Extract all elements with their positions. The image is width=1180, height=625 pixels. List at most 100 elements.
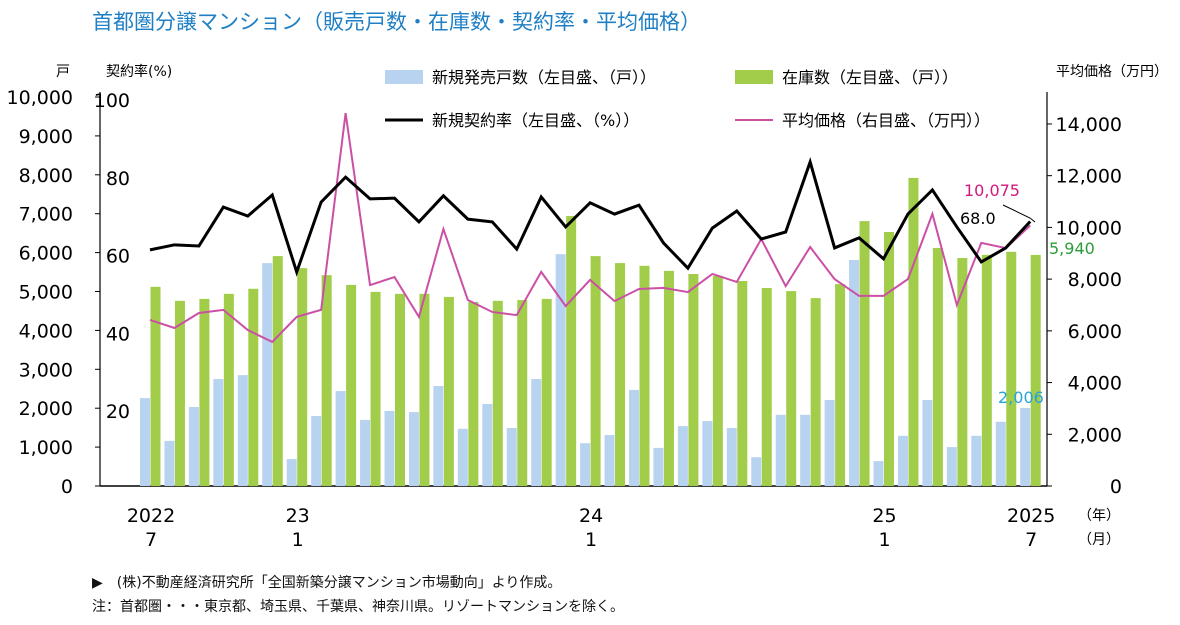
rate-axis-unit: 契約率(%) xyxy=(106,63,172,80)
left-tick-label: 5,000 xyxy=(19,282,73,304)
supply-bar xyxy=(897,435,908,486)
x-tick-year: 23 xyxy=(286,505,310,527)
supply-bar xyxy=(555,254,566,486)
supply-bar xyxy=(849,259,860,486)
left-tick-label: 0 xyxy=(61,476,73,498)
inventory-last-label: 5,940 xyxy=(1049,239,1095,258)
rate-tick-label: 20 xyxy=(106,401,130,423)
inventory-bar xyxy=(859,221,870,486)
supply-bar xyxy=(1020,407,1031,486)
supply-bar xyxy=(824,400,835,486)
inventory-bar xyxy=(541,298,552,486)
inventory-bar xyxy=(688,273,699,486)
supply-bar xyxy=(335,391,346,486)
inventory-bar xyxy=(663,270,674,486)
supply-bar xyxy=(311,415,322,486)
inventory-bar xyxy=(297,268,308,486)
supply-bar xyxy=(580,443,591,486)
contract-rate-line xyxy=(149,156,1032,277)
x-tick-year: 24 xyxy=(579,505,603,527)
supply-bar xyxy=(140,398,150,486)
supply-bar xyxy=(506,428,517,486)
left-tick-label: 10,000 xyxy=(7,87,73,109)
inventory-bar xyxy=(1006,251,1017,486)
supply-bar xyxy=(384,410,395,486)
left-tick-label: 1,000 xyxy=(19,437,73,459)
inventory-bar xyxy=(786,291,797,486)
supply-bar xyxy=(604,435,615,486)
supply-bar xyxy=(482,403,493,486)
x-unit-month: （月） xyxy=(1078,532,1120,548)
inventory-bar xyxy=(395,293,405,486)
right-tick-label: 12,000 xyxy=(1056,166,1122,188)
inventory-bar xyxy=(932,247,943,486)
inventory-bar xyxy=(468,302,479,486)
inventory-bar xyxy=(443,296,454,486)
supply-bar xyxy=(677,426,688,486)
rate-tick-label: 60 xyxy=(106,246,130,268)
inventory-bar xyxy=(810,298,821,486)
left-tick-label: 2,000 xyxy=(19,398,73,420)
x-tick-month: 1 xyxy=(292,529,304,551)
supply-bar xyxy=(408,412,419,486)
supply-bar xyxy=(433,386,444,486)
inventory-bar xyxy=(761,287,772,486)
source-note: ▶ (株)不動産経済研究所「全国新築分譲マンション市場動向」より作成。 xyxy=(92,575,562,591)
x-unit-year: （年） xyxy=(1078,508,1120,524)
supply-bar xyxy=(995,421,1006,486)
supply-bar xyxy=(702,421,713,486)
chart-svg: 0 1,000 2,000 3,000 4,000 5,000 6,000 7,000 8,00… xyxy=(7,63,1168,551)
inventory-bar xyxy=(835,284,846,486)
supply-bar xyxy=(457,428,468,486)
footnote: 注：首都圏・・・東京都、埼玉県、千葉県、神奈川県。リゾートマンションを除く。 xyxy=(92,599,624,615)
x-tick-year: 2025 xyxy=(1007,505,1055,527)
inventory-bar xyxy=(1030,254,1041,486)
supply-bar xyxy=(213,379,224,486)
inventory-bar xyxy=(590,256,601,486)
left-tick-label: 4,000 xyxy=(19,320,73,342)
right-tick-label: 10,000 xyxy=(1056,217,1122,239)
x-tick-year: 2022 xyxy=(127,505,175,527)
supply-bar xyxy=(873,461,884,486)
supply-bar xyxy=(164,440,175,486)
supply-bar xyxy=(800,414,811,486)
supply-bar xyxy=(237,375,248,486)
inventory-bar xyxy=(981,254,992,486)
inventory-bar xyxy=(639,265,650,486)
supply-bar xyxy=(946,447,957,486)
x-tick-month: 7 xyxy=(145,529,157,551)
supply-bar xyxy=(726,428,737,486)
x-tick-month: 1 xyxy=(878,529,890,551)
x-tick-year: 25 xyxy=(872,505,896,527)
inventory-bar xyxy=(566,216,577,486)
inventory-bar xyxy=(272,256,283,486)
inventory-bar xyxy=(150,286,161,486)
supply-bar xyxy=(531,379,542,486)
inventory-bar xyxy=(957,258,968,486)
inventory-bar xyxy=(492,300,503,486)
supply-bar xyxy=(629,389,639,486)
left-tick-label: 6,000 xyxy=(19,243,73,265)
right-tick-label: 2,000 xyxy=(1068,424,1122,446)
supply-bar xyxy=(751,457,762,486)
x-tick-month: 7 xyxy=(1025,529,1037,551)
rate-last-label: 68.0 xyxy=(960,209,996,228)
inventory-bar xyxy=(199,298,210,486)
left-tick-label: 3,000 xyxy=(19,359,73,381)
inventory-bar xyxy=(615,263,626,486)
inventory-bar xyxy=(248,288,259,486)
inventory-bar xyxy=(370,291,381,486)
left-tick-label: 7,000 xyxy=(19,204,73,226)
supply-bar xyxy=(360,419,371,486)
supply-bar xyxy=(775,414,786,486)
right-tick-label: 0 xyxy=(1110,476,1122,498)
supply-bar xyxy=(653,447,664,486)
supply-bar xyxy=(922,400,933,486)
supply-bar xyxy=(188,407,199,486)
price-line xyxy=(149,112,1031,344)
supply-last-label: 2,006 xyxy=(998,388,1044,407)
rate-tick-label: 40 xyxy=(106,323,130,345)
left-axis-unit: 戸 xyxy=(56,64,70,80)
rate-label-leader xyxy=(1002,204,1036,223)
